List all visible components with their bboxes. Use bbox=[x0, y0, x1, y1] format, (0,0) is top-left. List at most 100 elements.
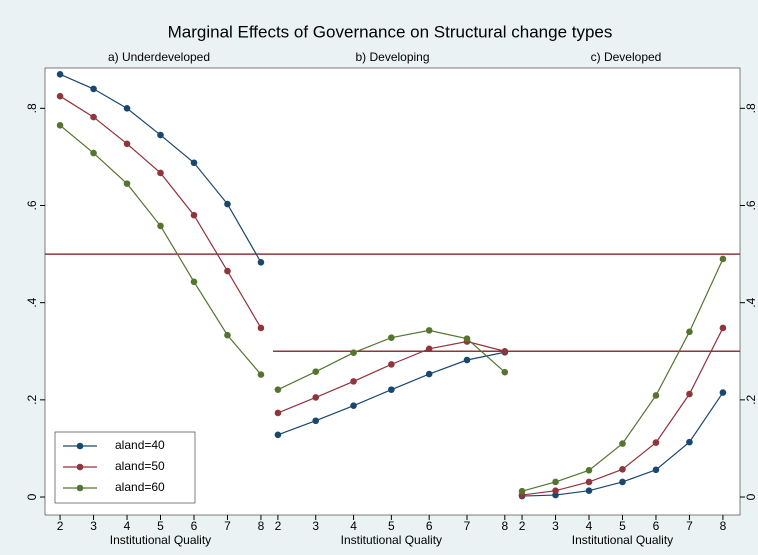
panel-subtitle: c) Developed bbox=[591, 50, 662, 64]
x-tick-label: 3 bbox=[552, 519, 559, 533]
marker bbox=[274, 409, 282, 417]
marker bbox=[90, 149, 97, 157]
marker bbox=[90, 113, 97, 121]
marker bbox=[56, 122, 64, 129]
marker bbox=[350, 378, 357, 385]
marker bbox=[501, 368, 509, 376]
legend-label: aland=40 bbox=[115, 438, 165, 452]
x-tick-label: 2 bbox=[57, 519, 64, 533]
marker bbox=[463, 356, 471, 364]
marker bbox=[123, 140, 131, 148]
marker bbox=[652, 439, 660, 446]
marker bbox=[157, 222, 164, 230]
marker bbox=[585, 478, 593, 486]
panel-subtitle: a) Underdeveloped bbox=[108, 50, 210, 64]
legend-marker bbox=[76, 442, 84, 450]
marker bbox=[274, 431, 282, 439]
marker bbox=[312, 417, 320, 425]
marker bbox=[585, 467, 593, 474]
x-tick-label: 3 bbox=[312, 519, 319, 533]
marker bbox=[719, 255, 727, 263]
y-tick-label: .8 bbox=[25, 103, 39, 113]
marker bbox=[350, 349, 357, 357]
x-tick-label: 3 bbox=[90, 519, 97, 533]
marker bbox=[157, 169, 164, 177]
x-tick-label: 6 bbox=[426, 519, 433, 533]
marker bbox=[190, 159, 198, 167]
panel-subtitle: b) Developing bbox=[355, 50, 429, 64]
y-tick-label: .6 bbox=[25, 200, 39, 210]
legend-label: aland=50 bbox=[115, 459, 165, 473]
marker bbox=[388, 334, 395, 341]
marker bbox=[425, 345, 433, 353]
x-tick-label: 8 bbox=[720, 519, 727, 533]
marker bbox=[274, 386, 282, 393]
marker bbox=[619, 478, 626, 486]
y-tick-label: .2 bbox=[744, 395, 758, 405]
marker bbox=[552, 487, 559, 495]
x-tick-label: 4 bbox=[586, 519, 593, 533]
y-tick-label: 0 bbox=[744, 493, 758, 500]
x-tick-label: 8 bbox=[501, 519, 508, 533]
marker bbox=[56, 71, 64, 78]
marker bbox=[257, 324, 265, 332]
marker bbox=[719, 389, 727, 396]
x-tick-label: 6 bbox=[191, 519, 198, 533]
marker bbox=[224, 200, 231, 208]
marker bbox=[157, 131, 164, 139]
marker bbox=[257, 371, 265, 378]
marker bbox=[686, 438, 693, 446]
y-tick-label: 0 bbox=[25, 493, 39, 500]
x-tick-label: 5 bbox=[157, 519, 164, 533]
x-tick-label: 5 bbox=[619, 519, 626, 533]
x-tick-label: 6 bbox=[653, 519, 660, 533]
legend-marker bbox=[76, 484, 84, 492]
marker bbox=[312, 368, 320, 375]
marker bbox=[652, 392, 660, 399]
marker bbox=[552, 478, 559, 486]
marker bbox=[501, 347, 509, 355]
marker bbox=[123, 180, 131, 187]
marker bbox=[224, 267, 231, 275]
x-axis-label: Institutional Quality bbox=[341, 533, 442, 547]
marker bbox=[123, 105, 131, 112]
y-tick-label: .8 bbox=[744, 103, 758, 113]
marker bbox=[350, 402, 357, 409]
x-tick-label: 7 bbox=[224, 519, 231, 533]
x-tick-label: 5 bbox=[388, 519, 395, 533]
marker bbox=[652, 466, 660, 474]
marker bbox=[619, 466, 626, 473]
marker bbox=[686, 328, 693, 336]
marker bbox=[619, 440, 626, 447]
marker bbox=[312, 394, 320, 401]
x-tick-label: 8 bbox=[258, 519, 265, 533]
x-tick-label: 4 bbox=[350, 519, 357, 533]
marker bbox=[224, 331, 231, 339]
marker bbox=[686, 390, 693, 398]
marker bbox=[425, 327, 433, 334]
y-tick-label: .2 bbox=[25, 395, 39, 405]
marker bbox=[425, 370, 433, 378]
marker bbox=[257, 259, 265, 266]
x-axis-label: Institutional Quality bbox=[110, 533, 211, 547]
marker bbox=[56, 92, 64, 100]
marker bbox=[388, 386, 395, 393]
x-tick-label: 4 bbox=[124, 519, 131, 533]
marker bbox=[518, 487, 526, 495]
marker bbox=[463, 335, 471, 342]
y-tick-label: .4 bbox=[25, 297, 39, 307]
x-tick-label: 7 bbox=[686, 519, 693, 533]
legend-label: aland=60 bbox=[115, 480, 165, 494]
marker bbox=[388, 361, 395, 368]
marker bbox=[585, 487, 593, 495]
y-tick-label: .6 bbox=[744, 200, 758, 210]
marker bbox=[719, 324, 727, 332]
y-tick-label: .4 bbox=[744, 297, 758, 307]
x-axis-label: Institutional Quality bbox=[572, 533, 673, 547]
x-tick-label: 7 bbox=[464, 519, 471, 533]
marker bbox=[90, 85, 97, 93]
marker bbox=[190, 211, 198, 219]
chart-title: Marginal Effects of Governance on Struct… bbox=[168, 22, 613, 41]
marker bbox=[190, 278, 198, 286]
